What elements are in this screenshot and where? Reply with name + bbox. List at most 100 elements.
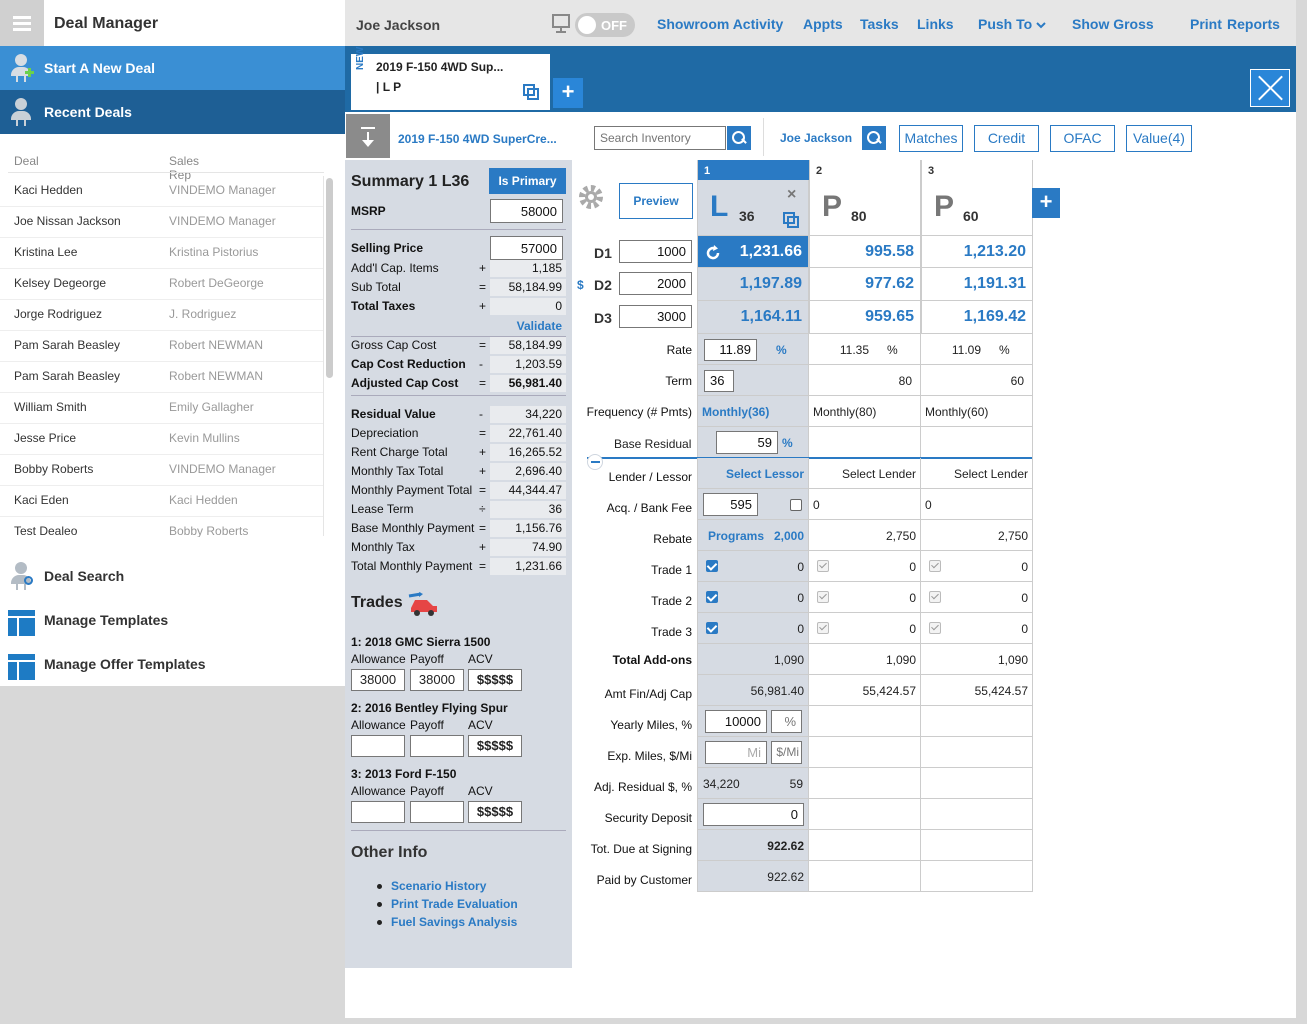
cost-per-mile-input[interactable]: $/Mi: [771, 741, 802, 764]
preview-button[interactable]: Preview: [619, 183, 693, 219]
sales-rep-column-header[interactable]: Sales Rep: [169, 154, 200, 182]
search-icon[interactable]: [727, 126, 751, 150]
due-at-signing-value[interactable]: 922.62: [767, 839, 804, 853]
summary-line-label[interactable]: Residual Value: [351, 407, 436, 421]
selling-price-input[interactable]: [490, 236, 563, 260]
copy-icon[interactable]: [523, 84, 539, 100]
tasks-link[interactable]: Tasks: [860, 16, 899, 32]
trade-acv-input[interactable]: $$$$$: [468, 735, 522, 757]
payment-amount[interactable]: 1,169.42: [963, 308, 1026, 325]
trade-checkbox[interactable]: [817, 560, 829, 572]
collapse-button[interactable]: [587, 454, 603, 470]
gear-icon[interactable]: [576, 182, 606, 212]
programs-link[interactable]: Programs: [708, 529, 765, 543]
base-residual-input[interactable]: 59: [716, 431, 778, 454]
trade-acv-input[interactable]: $$$$$: [468, 669, 522, 691]
yearly-miles-input[interactable]: 10000: [705, 710, 767, 733]
show-gross-link[interactable]: Show Gross: [1072, 16, 1154, 32]
table-row[interactable]: Jesse Price Kevin Mullins: [0, 424, 323, 455]
table-row[interactable]: Kristina Lee Kristina Pistorius: [0, 238, 323, 269]
table-row[interactable]: William Smith Emily Gallagher: [0, 393, 323, 424]
trade-checkbox[interactable]: [706, 591, 718, 603]
validate-link[interactable]: Validate: [516, 319, 562, 333]
trade-allowance-input[interactable]: [351, 735, 405, 757]
trade-allowance-input[interactable]: [351, 801, 405, 823]
payment-amount[interactable]: 959.65: [865, 308, 914, 325]
matches-button[interactable]: Matches: [899, 125, 963, 152]
term-input[interactable]: 36: [704, 370, 734, 392]
menu-icon[interactable]: [0, 0, 44, 46]
refresh-icon[interactable]: [704, 244, 722, 262]
summary-line-label[interactable]: Cap Cost Reduction: [351, 357, 466, 371]
manage-templates-button[interactable]: Manage Templates: [0, 598, 345, 642]
is-primary-button[interactable]: Is Primary: [489, 168, 566, 194]
trade-checkbox[interactable]: [929, 560, 941, 572]
trade-acv-input[interactable]: $$$$$: [468, 801, 522, 823]
other-info-item[interactable]: Scenario History: [377, 879, 486, 893]
table-row[interactable]: Pam Sarah Beasley Robert NEWMAN: [0, 331, 323, 362]
add-tab-button[interactable]: +: [553, 78, 583, 108]
total-addons-link[interactable]: Total Add-ons: [612, 653, 692, 667]
table-row[interactable]: Kaci Hedden VINDEMO Manager: [0, 176, 323, 207]
customer-link[interactable]: Joe Jackson: [780, 131, 853, 145]
yearly-miles-pct-input[interactable]: %: [771, 710, 802, 733]
appts-link[interactable]: Appts: [803, 16, 843, 32]
payment-amount[interactable]: 1,231.66: [739, 243, 802, 260]
trade-checkbox[interactable]: [817, 591, 829, 603]
add-column-button[interactable]: +: [1032, 188, 1060, 218]
showroom-activity-link[interactable]: Showroom Activity: [657, 16, 784, 32]
select-lender-link[interactable]: Select Lender: [841, 467, 916, 481]
down-payment-input[interactable]: 3000: [619, 305, 692, 328]
frequency-select[interactable]: Monthly(80): [813, 405, 877, 419]
other-info-item[interactable]: Fuel Savings Analysis: [377, 915, 517, 929]
customer-search-icon[interactable]: [862, 126, 886, 150]
summary-line-label[interactable]: Adjusted Cap Cost: [351, 376, 459, 390]
trade-checkbox[interactable]: [706, 560, 718, 572]
push-to-menu[interactable]: Push To: [978, 16, 1046, 32]
trade-payoff-input[interactable]: [410, 735, 464, 757]
down-payment-input[interactable]: 1000: [619, 240, 692, 263]
trade-checkbox[interactable]: [706, 622, 718, 634]
deal-column-header[interactable]: Deal: [14, 154, 39, 168]
manage-offer-templates-button[interactable]: Manage Offer Templates: [0, 642, 345, 686]
select-lender-link[interactable]: Select Lender: [953, 467, 1028, 481]
other-info-link[interactable]: Scenario History: [391, 879, 487, 893]
frequency-select[interactable]: Monthly(36): [702, 405, 770, 419]
payment-amount[interactable]: 977.62: [865, 275, 914, 292]
down-payment-input[interactable]: 2000: [619, 272, 692, 295]
table-row[interactable]: Test Dealeo Bobby Roberts: [0, 517, 323, 537]
deal-search-button[interactable]: Deal Search: [0, 554, 345, 598]
table-row[interactable]: Bobby Roberts VINDEMO Manager: [0, 455, 323, 486]
reports-link[interactable]: Reports: [1227, 16, 1280, 32]
acq-checkbox[interactable]: [790, 499, 802, 511]
copy-icon[interactable]: [783, 212, 799, 228]
payment-amount[interactable]: 1,213.20: [963, 243, 1026, 260]
start-new-deal-button[interactable]: Start A New Deal: [0, 46, 345, 90]
payment-amount[interactable]: 1,191.31: [963, 275, 1026, 292]
other-info-item[interactable]: Print Trade Evaluation: [377, 897, 518, 911]
trade-checkbox[interactable]: [929, 622, 941, 634]
table-row[interactable]: Joe Nissan Jackson VINDEMO Manager: [0, 207, 323, 238]
showroom-toggle[interactable]: OFF: [575, 13, 635, 37]
table-row[interactable]: Kaci Eden Kaci Hedden: [0, 486, 323, 517]
trade-checkbox[interactable]: [817, 622, 829, 634]
deal-tab[interactable]: NEW 2019 F-150 4WD Sup... | L P: [351, 47, 550, 110]
close-icon[interactable]: [1250, 69, 1290, 107]
trade-payoff-input[interactable]: 38000: [410, 669, 464, 691]
trade-allowance-input[interactable]: 38000: [351, 669, 405, 691]
security-deposit-input[interactable]: 0: [703, 803, 804, 826]
payment-amount[interactable]: 1,164.11: [740, 308, 802, 325]
payment-amount[interactable]: 1,197.89: [739, 275, 802, 292]
acq-fee-input[interactable]: 595: [703, 493, 758, 516]
select-lessor-link[interactable]: Select Lessor: [725, 467, 804, 481]
value-button[interactable]: Value(4): [1126, 125, 1192, 152]
credit-button[interactable]: Credit: [974, 125, 1039, 152]
other-info-link[interactable]: Fuel Savings Analysis: [391, 915, 518, 929]
vehicle-link[interactable]: 2019 F-150 4WD SuperCre...: [398, 132, 557, 146]
recent-deals-button[interactable]: Recent Deals: [0, 90, 345, 134]
other-info-link[interactable]: Print Trade Evaluation: [391, 897, 518, 911]
trade-checkbox[interactable]: [929, 591, 941, 603]
download-button[interactable]: [346, 114, 390, 158]
print-link[interactable]: Print: [1190, 16, 1222, 32]
ofac-button[interactable]: OFAC: [1050, 125, 1115, 152]
